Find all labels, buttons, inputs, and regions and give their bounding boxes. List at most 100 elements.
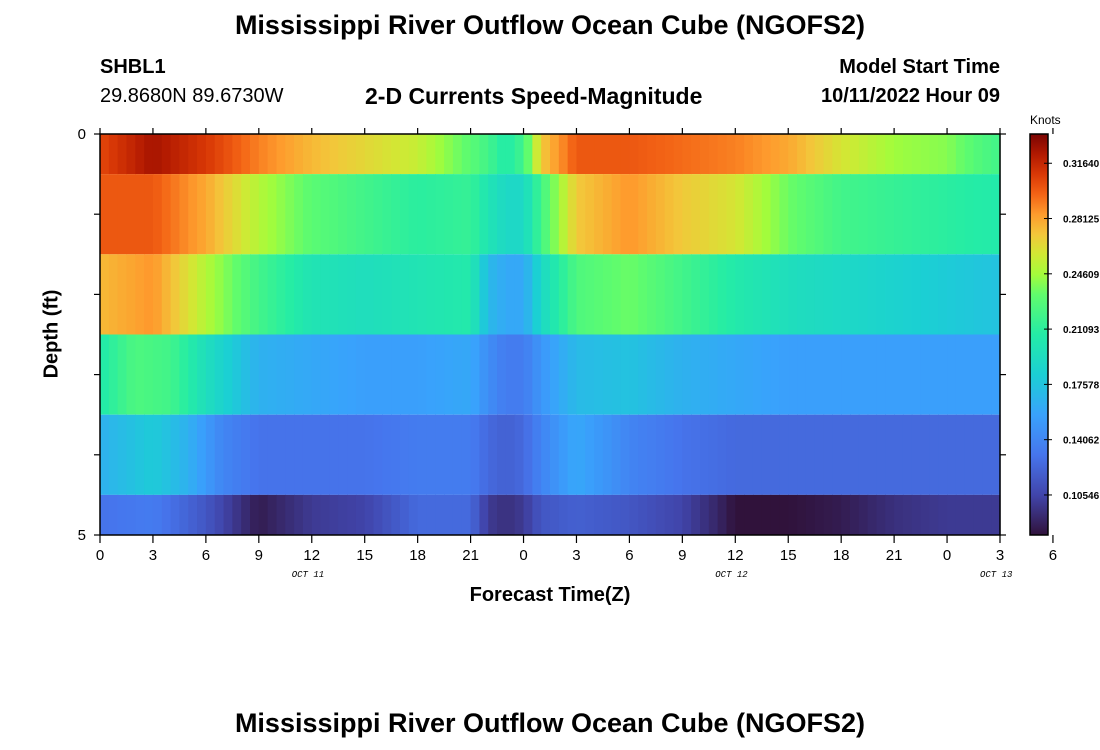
heatmap-cell — [682, 414, 692, 495]
heatmap-cell — [611, 174, 622, 255]
heatmap-cell — [497, 334, 507, 415]
heatmap-cell — [250, 134, 260, 175]
heatmap-cell — [991, 254, 1001, 335]
heatmap-cell — [347, 414, 357, 495]
heatmap-cell — [973, 334, 983, 415]
model-start-value: 10/11/2022 Hour 09 — [820, 85, 1000, 107]
heatmap-cell — [947, 254, 957, 335]
heatmap-cell — [100, 174, 110, 255]
heatmap-cell — [214, 174, 225, 255]
heatmap-cell — [135, 494, 145, 535]
heatmap-cell — [629, 134, 639, 175]
heatmap-cell — [744, 414, 754, 495]
heatmap-cell — [276, 414, 286, 495]
heatmap-cell — [214, 254, 225, 335]
heatmap-cell — [170, 494, 181, 535]
heatmap-cell — [329, 334, 339, 415]
heatmap-cell — [541, 174, 551, 255]
heatmap-cell — [488, 334, 498, 415]
heatmap-cell — [920, 134, 931, 175]
heatmap-cell — [338, 494, 348, 535]
heatmap-cell — [876, 494, 886, 535]
heatmap-cell — [700, 494, 710, 535]
heatmap-cell — [726, 494, 736, 535]
heatmap-cell — [214, 494, 225, 535]
heatmap-cell — [267, 174, 278, 255]
heatmap-cell — [823, 134, 833, 175]
heatmap-cell — [329, 494, 339, 535]
heatmap-cell — [108, 174, 119, 255]
heatmap-cell — [541, 334, 551, 415]
heatmap-cell — [752, 494, 763, 535]
heatmap-cell — [876, 174, 886, 255]
heatmap-cell — [602, 414, 613, 495]
heatmap-cell — [761, 254, 772, 335]
heatmap-cell — [161, 414, 172, 495]
heatmap-cell — [770, 174, 781, 255]
heatmap-cell — [991, 494, 1001, 535]
heatmap-cell — [338, 414, 348, 495]
heatmap-cell — [938, 254, 948, 335]
heatmap-cell — [426, 134, 436, 175]
colorbar-unit: Knots — [1030, 113, 1061, 127]
x-tick-label: 0 — [96, 547, 104, 564]
heatmap-cell — [779, 174, 789, 255]
heatmap-cell — [117, 254, 128, 335]
heatmap-cell — [100, 254, 110, 335]
heatmap-cell — [320, 134, 331, 175]
heatmap-cell — [602, 334, 613, 415]
heatmap-cell — [364, 254, 375, 335]
heatmap-cell — [902, 334, 913, 415]
heatmap-cell — [232, 414, 242, 495]
heatmap-cell — [920, 414, 931, 495]
heatmap-cell — [355, 414, 366, 495]
heatmap-cell — [479, 134, 489, 175]
heatmap-cell — [620, 414, 631, 495]
heatmap-cell — [302, 494, 313, 535]
heatmap-cell — [558, 414, 569, 495]
heatmap-cell — [761, 334, 772, 415]
heatmap-cell — [373, 414, 383, 495]
heatmap-cell — [355, 134, 366, 175]
heatmap-cell — [391, 334, 401, 415]
heatmap-cell — [285, 134, 295, 175]
heatmap-cell — [470, 494, 481, 535]
heatmap-cell — [347, 134, 357, 175]
heatmap-cell — [497, 134, 507, 175]
heatmap-cell — [311, 254, 322, 335]
heatmap-cell — [417, 494, 428, 535]
heatmap-cell — [117, 494, 128, 535]
heatmap-cell — [523, 494, 533, 535]
heatmap-cell — [558, 134, 569, 175]
heatmap-cell — [885, 254, 895, 335]
heatmap-cell — [320, 334, 331, 415]
x-tick-label: 15 — [780, 547, 797, 564]
chart-subtitle: 2-D Currents Speed-Magnitude — [365, 83, 703, 109]
model-start-label: Model Start Time — [839, 56, 1000, 78]
heatmap-cell — [567, 254, 578, 335]
heatmap-cell — [400, 494, 410, 535]
heatmap-cell — [814, 174, 825, 255]
heatmap-cell — [117, 134, 128, 175]
heatmap-cell — [700, 254, 710, 335]
heatmap-cell — [532, 254, 542, 335]
heatmap-cell — [135, 174, 145, 255]
heatmap-cell — [294, 174, 304, 255]
heatmap-cell — [514, 174, 525, 255]
heatmap-cell — [364, 494, 375, 535]
chart-title: Mississippi River Outflow Ocean Cube (NG… — [234, 10, 866, 40]
x-tick-label: 6 — [625, 547, 633, 564]
heatmap-cell — [929, 414, 939, 495]
heatmap-cell — [232, 254, 242, 335]
heatmap-cell — [338, 334, 348, 415]
colorbar-tick-label: 0.28125 — [1063, 215, 1100, 226]
heatmap-cell — [841, 134, 851, 175]
heatmap-cell — [523, 334, 533, 415]
heatmap-cell — [479, 494, 489, 535]
heatmap-cell — [770, 494, 781, 535]
heatmap-cell — [602, 134, 613, 175]
heatmap-cell — [620, 174, 631, 255]
heatmap-cell — [347, 254, 357, 335]
heatmap-cell — [302, 174, 313, 255]
heatmap-cell — [108, 334, 119, 415]
